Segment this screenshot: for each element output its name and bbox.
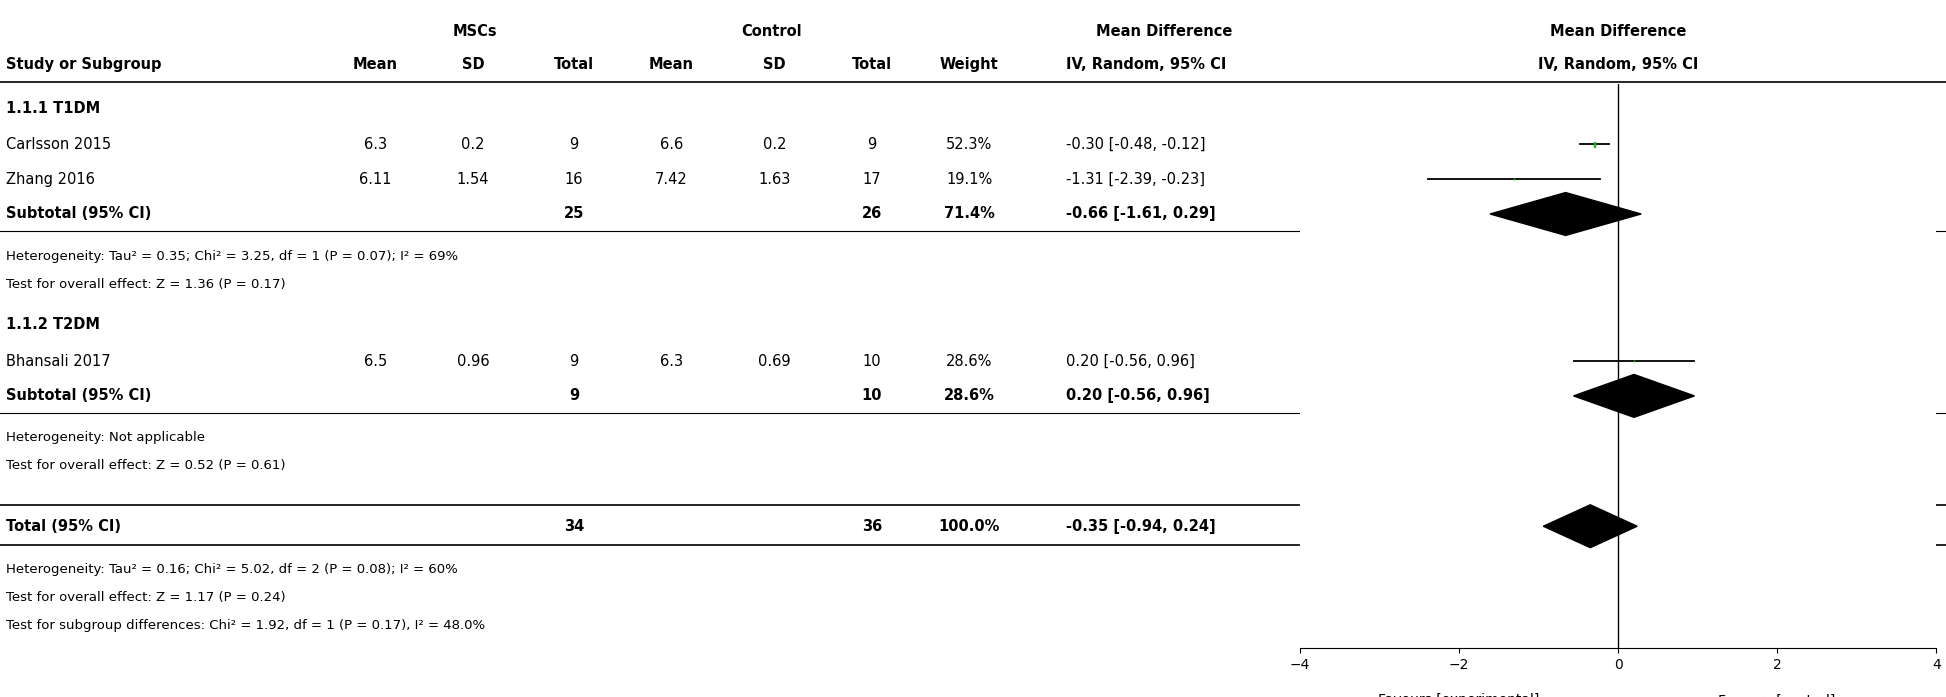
Polygon shape	[1574, 374, 1695, 418]
Text: Total (95% CI): Total (95% CI)	[6, 519, 121, 534]
Text: -0.35 [-0.94, 0.24]: -0.35 [-0.94, 0.24]	[1066, 519, 1216, 534]
Text: Favours [control]: Favours [control]	[1718, 694, 1835, 697]
Text: 6.6: 6.6	[660, 137, 683, 152]
Text: -0.66 [-1.61, 0.29]: -0.66 [-1.61, 0.29]	[1066, 206, 1216, 222]
Text: Study or Subgroup: Study or Subgroup	[6, 56, 162, 72]
Text: 0.69: 0.69	[759, 353, 790, 369]
Text: 9: 9	[570, 137, 578, 152]
Text: 28.6%: 28.6%	[944, 388, 994, 404]
Text: 17: 17	[862, 171, 882, 187]
Text: 6.11: 6.11	[360, 171, 391, 187]
Text: Weight: Weight	[940, 56, 998, 72]
Text: 1.1.2 T2DM: 1.1.2 T2DM	[6, 316, 99, 332]
Text: 0.2: 0.2	[461, 137, 485, 152]
Text: 6.5: 6.5	[364, 353, 387, 369]
Text: 6.3: 6.3	[364, 137, 387, 152]
Text: Mean: Mean	[648, 56, 695, 72]
Text: 10: 10	[862, 353, 882, 369]
Text: Subtotal (95% CI): Subtotal (95% CI)	[6, 206, 152, 222]
Text: Carlsson 2015: Carlsson 2015	[6, 137, 111, 152]
Text: 26: 26	[862, 206, 882, 222]
Text: Heterogeneity: Tau² = 0.35; Chi² = 3.25, df = 1 (P = 0.07); I² = 69%: Heterogeneity: Tau² = 0.35; Chi² = 3.25,…	[6, 250, 457, 263]
Text: 71.4%: 71.4%	[944, 206, 994, 222]
Text: -1.31 [-2.39, -0.23]: -1.31 [-2.39, -0.23]	[1066, 171, 1205, 187]
Text: 0.20 [-0.56, 0.96]: 0.20 [-0.56, 0.96]	[1066, 388, 1210, 404]
Text: Subtotal (95% CI): Subtotal (95% CI)	[6, 388, 152, 404]
Text: 1.1.1 T1DM: 1.1.1 T1DM	[6, 100, 99, 116]
Text: Test for subgroup differences: Chi² = 1.92, df = 1 (P = 0.17), I² = 48.0%: Test for subgroup differences: Chi² = 1.…	[6, 619, 485, 631]
Text: Test for overall effect: Z = 1.17 (P = 0.24): Test for overall effect: Z = 1.17 (P = 0…	[6, 591, 286, 604]
Text: Mean Difference: Mean Difference	[1549, 24, 1687, 39]
Text: 16: 16	[564, 171, 584, 187]
Text: Zhang 2016: Zhang 2016	[6, 171, 95, 187]
Text: 19.1%: 19.1%	[946, 171, 992, 187]
Text: 6.3: 6.3	[660, 353, 683, 369]
Text: Control: Control	[741, 24, 802, 39]
Text: 10: 10	[862, 388, 882, 404]
Text: MSCs: MSCs	[453, 24, 496, 39]
Text: 25: 25	[564, 206, 584, 222]
Text: SD: SD	[461, 56, 485, 72]
Text: 0.2: 0.2	[763, 137, 786, 152]
Text: 9: 9	[568, 388, 580, 404]
Text: 0.20 [-0.56, 0.96]: 0.20 [-0.56, 0.96]	[1066, 353, 1195, 369]
Text: 100.0%: 100.0%	[938, 519, 1000, 534]
Text: IV, Random, 95% CI: IV, Random, 95% CI	[1537, 56, 1699, 72]
Text: 34: 34	[564, 519, 584, 534]
Text: SD: SD	[763, 56, 786, 72]
Text: 28.6%: 28.6%	[946, 353, 992, 369]
Text: 0.96: 0.96	[457, 353, 488, 369]
Text: Heterogeneity: Not applicable: Heterogeneity: Not applicable	[6, 431, 204, 444]
Text: 52.3%: 52.3%	[946, 137, 992, 152]
Text: 1.54: 1.54	[457, 171, 488, 187]
Text: -0.30 [-0.48, -0.12]: -0.30 [-0.48, -0.12]	[1066, 137, 1207, 152]
Text: Test for overall effect: Z = 0.52 (P = 0.61): Test for overall effect: Z = 0.52 (P = 0…	[6, 459, 286, 472]
Text: 36: 36	[862, 519, 882, 534]
Text: 1.63: 1.63	[759, 171, 790, 187]
Text: Mean: Mean	[352, 56, 399, 72]
Text: 7.42: 7.42	[656, 171, 687, 187]
Text: IV, Random, 95% CI: IV, Random, 95% CI	[1066, 56, 1226, 72]
Text: Test for overall effect: Z = 1.36 (P = 0.17): Test for overall effect: Z = 1.36 (P = 0…	[6, 278, 286, 291]
Text: Heterogeneity: Tau² = 0.16; Chi² = 5.02, df = 2 (P = 0.08); I² = 60%: Heterogeneity: Tau² = 0.16; Chi² = 5.02,…	[6, 563, 457, 576]
Polygon shape	[1491, 192, 1640, 236]
Text: 9: 9	[570, 353, 578, 369]
Text: Total: Total	[555, 56, 594, 72]
Text: Bhansali 2017: Bhansali 2017	[6, 353, 111, 369]
Polygon shape	[1543, 505, 1637, 548]
Text: 9: 9	[868, 137, 876, 152]
Text: Favours [experimental]: Favours [experimental]	[1378, 694, 1539, 697]
Text: Mean Difference: Mean Difference	[1096, 24, 1232, 39]
Text: Total: Total	[852, 56, 891, 72]
